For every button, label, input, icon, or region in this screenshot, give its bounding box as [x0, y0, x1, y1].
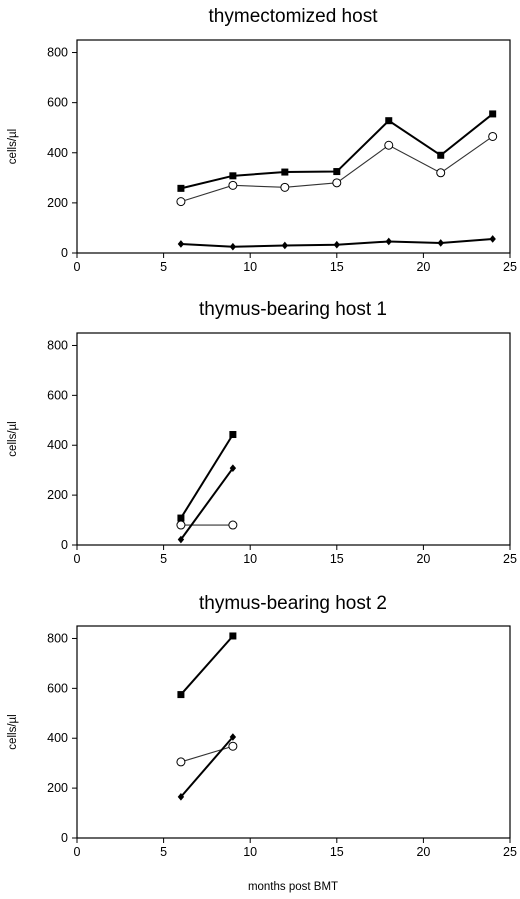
x-tick-label: 20	[416, 552, 430, 566]
y-axis-label: cells/µl	[7, 129, 19, 164]
data-point-square	[177, 514, 185, 522]
data-point-open-circle	[488, 131, 498, 141]
data-point-square	[177, 184, 185, 192]
data-point-diamond	[229, 733, 237, 741]
x-tick-label: 20	[416, 260, 430, 274]
data-point-open-circle	[176, 197, 186, 207]
x-tick-label: 25	[503, 260, 517, 274]
data-point-diamond	[333, 240, 340, 249]
x-tick-label: 5	[160, 260, 167, 274]
chart-panel-1: thymectomized host 0 200 400 600 800 0 5 10 15 20 2…	[7, 6, 517, 274]
data-point-square	[229, 172, 237, 180]
data-point-square	[229, 632, 237, 640]
y-tick-label: 200	[47, 781, 68, 795]
y-tick-label: 400	[47, 438, 68, 452]
data-point-square	[177, 691, 185, 699]
data-point-diamond	[281, 241, 289, 250]
data-point-diamond	[177, 535, 185, 544]
y-tick-label: 600	[47, 681, 68, 695]
y-tick-label: 800	[47, 338, 68, 352]
x-tick-label: 25	[503, 845, 517, 859]
x-tick-label: 5	[160, 845, 167, 859]
y-tick-label: 600	[47, 388, 68, 402]
y-tick-label: 200	[47, 488, 68, 502]
data-point-diamond	[229, 242, 237, 251]
data-point-square	[333, 168, 341, 176]
x-tick-label: 5	[160, 552, 167, 566]
x-tick-label: 0	[74, 845, 81, 859]
data-point-open-circle	[228, 520, 238, 530]
x-axis-label: months post BMT	[248, 881, 338, 893]
chart-panel-3: thymus-bearing host 2 0 200 400 600 800 0 5 10 15…	[7, 593, 517, 893]
y-tick-label: 800	[47, 46, 68, 60]
y-tick-label: 600	[47, 96, 68, 110]
data-point-open-circle	[332, 178, 342, 188]
y-axis-label: cells/µl	[7, 714, 19, 749]
data-point-open-circle	[384, 140, 394, 150]
x-tick-label: 0	[74, 552, 81, 566]
x-tick-label: 10	[243, 845, 257, 859]
data-point-diamond	[177, 793, 185, 801]
plot-frame	[76, 332, 511, 546]
data-point-square	[489, 110, 497, 118]
plot-frame	[76, 625, 511, 839]
y-tick-label: 0	[61, 538, 68, 552]
x-tick-label: 15	[330, 552, 344, 566]
x-tick-label: 15	[330, 260, 344, 274]
data-point-square	[437, 151, 445, 159]
y-tick-label: 800	[47, 631, 68, 645]
series-line-square	[180, 113, 494, 190]
series-line-diamond	[180, 467, 234, 541]
data-point-diamond	[177, 240, 185, 248]
y-tick-label: 0	[61, 246, 68, 260]
data-point-open-circle	[280, 182, 290, 192]
data-point-open-circle	[228, 180, 238, 190]
chart-panel-2: thymus-bearing host 1 0 200 400 600 800 0 5 10 15…	[7, 299, 517, 566]
series-line-diamond	[180, 736, 234, 798]
chart-title: thymectomized host	[209, 6, 379, 27]
series-line-open-circle	[180, 745, 234, 763]
data-point-square	[281, 168, 289, 176]
data-point-diamond	[437, 239, 444, 247]
series-line-square	[180, 635, 234, 696]
x-tick-label: 0	[74, 260, 81, 274]
y-tick-label: 400	[47, 731, 68, 745]
data-point-square	[385, 117, 393, 125]
data-point-diamond	[229, 464, 237, 472]
x-tick-label: 20	[416, 845, 430, 859]
y-tick-label: 0	[61, 831, 68, 845]
y-tick-label: 200	[47, 196, 68, 210]
y-axis-label: cells/µl	[7, 421, 19, 456]
data-point-open-circle	[176, 757, 186, 767]
data-point-open-circle	[228, 741, 238, 751]
data-point-open-circle	[176, 520, 186, 530]
x-tick-label: 10	[243, 552, 257, 566]
y-tick-label: 400	[47, 146, 68, 160]
data-point-diamond	[385, 237, 392, 246]
series-line-square	[180, 433, 234, 519]
x-tick-label: 10	[243, 260, 257, 274]
chart-title: thymus-bearing host 2	[199, 593, 387, 614]
x-tick-label: 15	[330, 845, 344, 859]
x-tick-label: 25	[503, 552, 517, 566]
plot-frame	[76, 39, 511, 254]
data-point-square	[229, 431, 237, 439]
data-point-open-circle	[436, 168, 446, 178]
chart-title: thymus-bearing host 1	[199, 299, 387, 320]
data-point-diamond	[489, 235, 496, 243]
